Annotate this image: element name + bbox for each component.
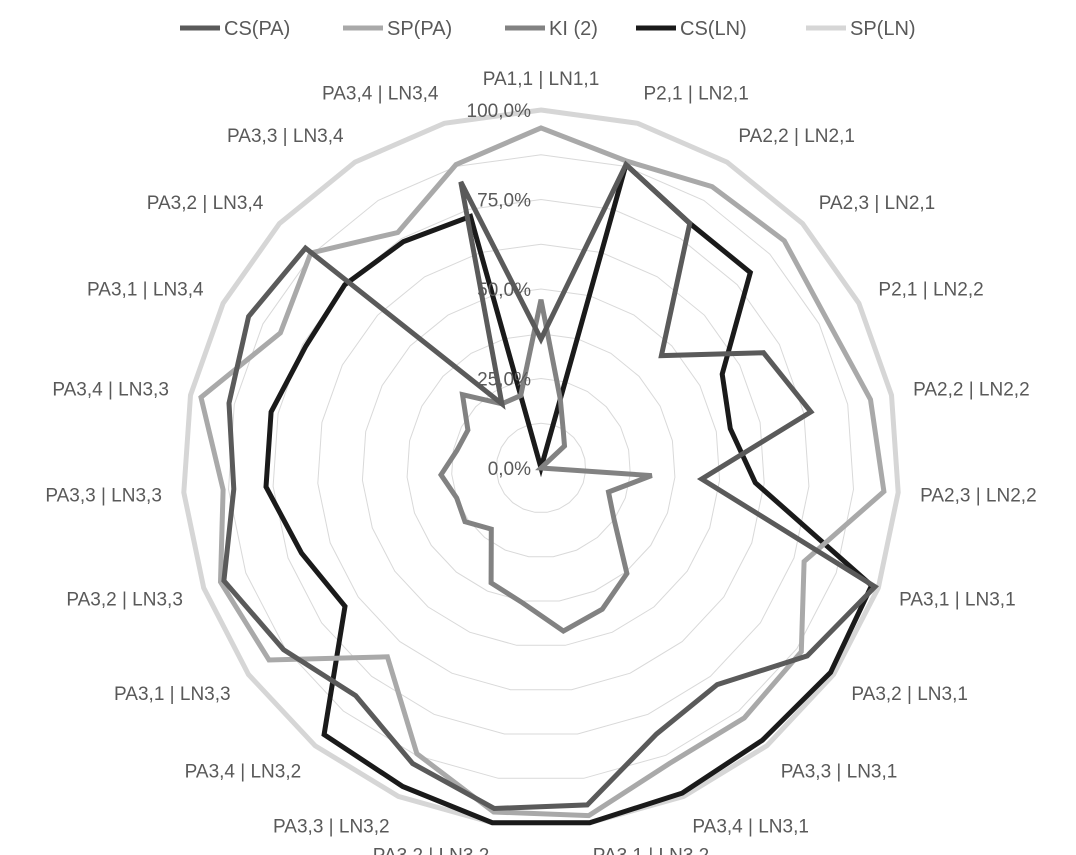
grid-ring — [406, 333, 676, 602]
category-label: PA3,2 | LN3,2 — [373, 845, 490, 855]
grid-ring — [361, 288, 721, 646]
category-label: PA2,2 | LN2,1 — [738, 126, 855, 147]
tick-labels: 0,0% 25,0% 50,0% 75,0% 100,0% — [467, 101, 532, 480]
category-label: PA3,1 | LN3,1 — [899, 590, 1016, 611]
legend-label: SP(LN) — [850, 18, 916, 40]
category-label: PA3,2 | LN3,4 — [147, 193, 264, 214]
category-label: PA3,4 | LN3,4 — [322, 84, 439, 105]
grid-ring — [317, 243, 765, 691]
series-line — [221, 160, 879, 812]
legend-label: SP(PA) — [387, 18, 452, 40]
grid-ring — [272, 198, 810, 735]
category-labels: PA1,1 | LN1,1 P2,1 | LN2,1 PA2,2 | LN2,1 PA… — [45, 69, 1036, 855]
category-label: PA3,3 | LN3,1 — [781, 762, 898, 783]
category-label: PA3,1 | LN3,4 — [87, 280, 204, 301]
legend-label: CS(PA) — [224, 18, 290, 40]
category-label: P2,1 | LN2,1 — [644, 84, 749, 105]
category-label: PA3,2 | LN3,3 — [66, 590, 183, 611]
category-label: PA3,3 | LN3,4 — [227, 126, 344, 147]
grid-ring — [451, 377, 631, 558]
category-label: PA3,4 | LN3,3 — [52, 380, 169, 401]
tick-label: 100,0% — [467, 101, 532, 122]
series-layer — [181, 107, 901, 826]
series-line — [437, 299, 653, 635]
series-line — [198, 125, 887, 819]
category-label: PA3,4 | LN3,1 — [692, 817, 809, 838]
category-label: PA3,3 | LN3,2 — [273, 817, 390, 838]
category-label: PA3,1 | LN3,3 — [114, 684, 231, 705]
tick-label: 0,0% — [488, 459, 531, 480]
legend-label: CS(LN) — [680, 18, 747, 40]
category-label: PA2,2 | LN2,2 — [913, 380, 1030, 401]
grid-ring — [495, 422, 587, 513]
tick-label: 50,0% — [477, 280, 531, 301]
category-label: PA3,1 | LN3,2 — [593, 845, 710, 855]
tick-label: 75,0% — [477, 191, 531, 212]
category-label: PA2,3 | LN2,1 — [819, 193, 936, 214]
category-label: P2,1 | LN2,2 — [878, 280, 983, 301]
series-line — [263, 159, 875, 826]
grid-ring — [227, 154, 855, 779]
category-label: PA3,3 | LN3,3 — [45, 486, 162, 507]
legend-label: KI (2) — [549, 18, 598, 40]
category-label: PA2,3 | LN2,2 — [920, 486, 1037, 507]
category-label: PA3,4 | LN3,2 — [185, 762, 302, 783]
legend: CS(PA) SP(PA) KI (2) CS(LN) SP(LN) — [180, 18, 916, 40]
category-label: PA1,1 | LN1,1 — [483, 69, 600, 90]
category-label: PA3,2 | LN3,1 — [851, 684, 968, 705]
tick-label: 25,0% — [477, 370, 531, 391]
